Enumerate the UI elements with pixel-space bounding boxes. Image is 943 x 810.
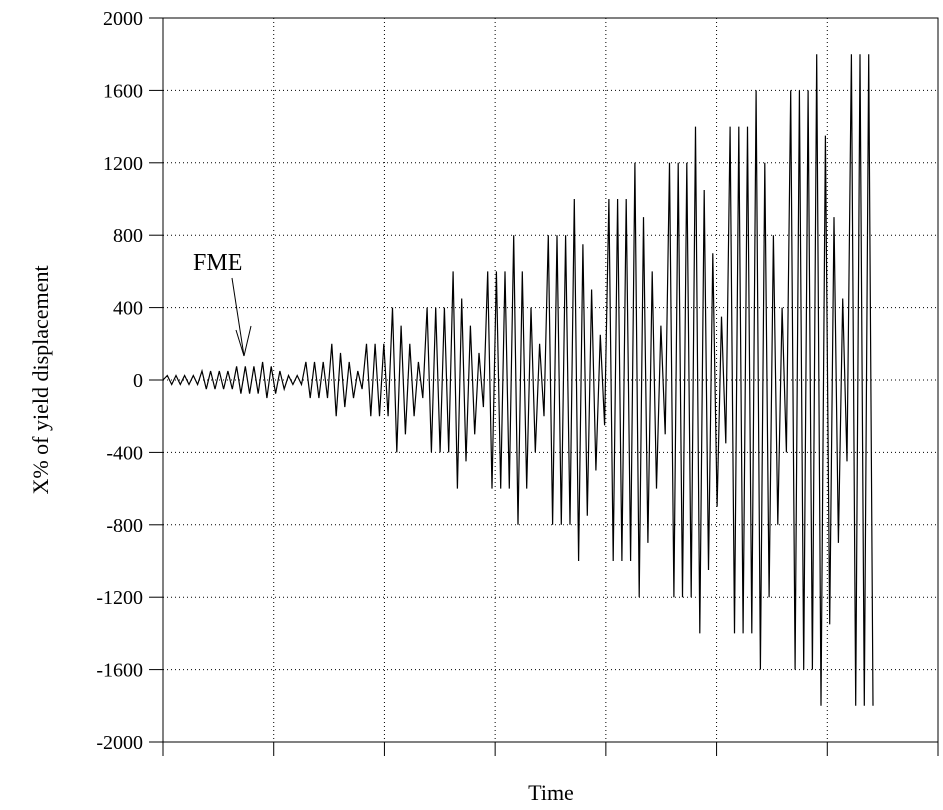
y-tick-label: 400: [113, 298, 143, 320]
y-axis: 2000 1600 1200 800 400 0 -400 -800 -1200 -1600 -20…: [96, 8, 163, 754]
y-tick-label: -800: [106, 515, 143, 537]
annotation-arrowhead-left: [235, 329, 245, 357]
annotation-arrowhead-right: [243, 325, 252, 357]
y-axis-title: X% of yield displacement: [28, 265, 53, 494]
y-tick-label: 1200: [103, 153, 143, 175]
y-tick-label: 800: [113, 225, 143, 247]
y-tick-label: 2000: [103, 8, 143, 30]
y-tick-label: -2000: [96, 732, 143, 754]
annotation-label: FME: [193, 250, 242, 276]
y-tick-label: -1600: [96, 660, 143, 682]
y-tick-label: -1200: [96, 587, 143, 609]
y-tick-label: 1600: [103, 80, 143, 102]
y-tick-label: 0: [133, 370, 143, 392]
y-tick-label: -400: [106, 442, 143, 464]
fme-annotation: FME: [193, 250, 252, 357]
annotation-arrow: [231, 277, 245, 357]
x-axis-title: Time: [528, 780, 574, 805]
gridlines: [163, 18, 938, 742]
series-line: [162, 54, 874, 706]
x-axis: [162, 742, 939, 756]
